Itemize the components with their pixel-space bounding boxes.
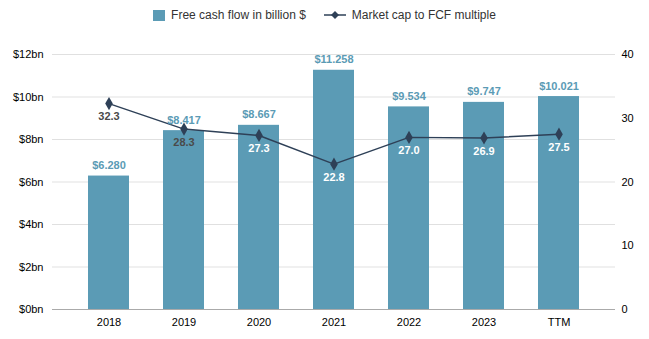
svg-text:32.3: 32.3	[98, 110, 119, 122]
svg-text:27.5: 27.5	[548, 141, 569, 153]
svg-text:2020: 2020	[247, 316, 271, 328]
html-text:Free cash flow in billion $: Free cash flow in billion $	[171, 8, 306, 22]
svg-text:40: 40	[622, 48, 634, 60]
svg-text:$0bn: $0bn	[19, 303, 43, 315]
svg-text:2023: 2023	[472, 316, 496, 328]
svg-text:26.9: 26.9	[473, 145, 494, 157]
svg-text:2019: 2019	[172, 316, 196, 328]
svg-text:27.0: 27.0	[398, 144, 419, 156]
svg-text:$8bn: $8bn	[19, 133, 43, 145]
svg-text:$2bn: $2bn	[19, 261, 43, 273]
svg-text:2021: 2021	[322, 316, 346, 328]
svg-text:$11.258: $11.258	[314, 53, 353, 65]
svg-text:$8.417: $8.417	[167, 114, 201, 126]
svg-text:27.3: 27.3	[248, 142, 269, 154]
svg-text:$9.534: $9.534	[392, 90, 427, 102]
svg-text:$10.021: $10.021	[539, 80, 579, 92]
svg-text:$9.747: $9.747	[467, 85, 501, 97]
svg-text:$6.280: $6.280	[92, 159, 126, 171]
svg-text:$4bn: $4bn	[19, 218, 43, 230]
html-text:Market cap to FCF multiple: Market cap to FCF multiple	[351, 8, 496, 22]
svg-text:$6bn: $6bn	[19, 176, 43, 188]
svg-text:2022: 2022	[397, 316, 421, 328]
svg-text:10: 10	[622, 239, 634, 251]
svg-text:$10bn: $10bn	[13, 91, 44, 103]
svg-text:TTM: TTM	[548, 316, 571, 328]
svg-text:$8.667: $8.667	[242, 108, 276, 120]
svg-text:22.8: 22.8	[323, 171, 344, 183]
svg-text:0: 0	[622, 303, 628, 315]
svg-text:$12bn: $12bn	[13, 48, 44, 60]
svg-text:30: 30	[622, 112, 634, 124]
svg-text:20: 20	[622, 176, 634, 188]
svg-text:28.3: 28.3	[173, 136, 194, 148]
svg-text:2018: 2018	[97, 316, 121, 328]
